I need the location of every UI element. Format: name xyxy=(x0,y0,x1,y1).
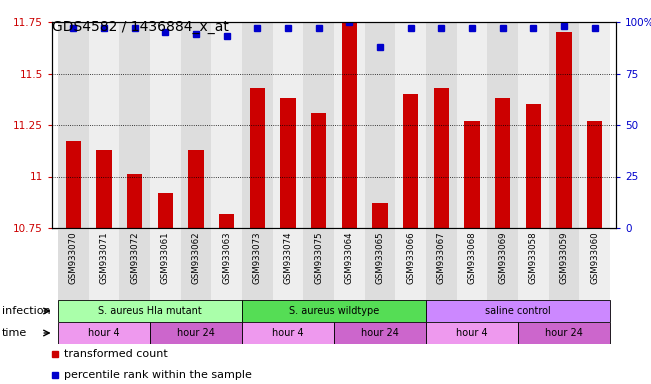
Bar xyxy=(273,228,303,300)
Bar xyxy=(242,323,334,344)
Bar xyxy=(487,228,518,300)
Text: hour 4: hour 4 xyxy=(456,328,488,338)
Bar xyxy=(495,98,510,228)
Bar xyxy=(549,22,579,228)
Text: percentile rank within the sample: percentile rank within the sample xyxy=(64,369,253,379)
Bar xyxy=(150,228,181,300)
Text: GSM933071: GSM933071 xyxy=(100,232,109,284)
Text: GSM933069: GSM933069 xyxy=(498,232,507,284)
Bar xyxy=(403,94,419,228)
Bar xyxy=(579,22,610,228)
Bar xyxy=(303,228,334,300)
Text: GSM933075: GSM933075 xyxy=(314,232,323,284)
Bar xyxy=(119,228,150,300)
Text: GSM933062: GSM933062 xyxy=(191,232,201,284)
Bar xyxy=(587,121,602,228)
Text: GSM933066: GSM933066 xyxy=(406,232,415,284)
Bar xyxy=(525,104,541,228)
Bar xyxy=(487,22,518,228)
Text: GSM933074: GSM933074 xyxy=(284,232,292,284)
Bar xyxy=(212,22,242,228)
Bar xyxy=(342,22,357,228)
Bar xyxy=(549,228,579,300)
Bar xyxy=(96,150,112,228)
Bar xyxy=(426,228,456,300)
Bar xyxy=(556,32,572,228)
Bar xyxy=(58,22,89,228)
Bar xyxy=(119,22,150,228)
Bar xyxy=(242,300,426,321)
Bar xyxy=(242,228,273,300)
Bar xyxy=(150,323,242,344)
Bar xyxy=(212,228,242,300)
Bar xyxy=(426,22,456,228)
Text: GSM933065: GSM933065 xyxy=(376,232,385,284)
Bar xyxy=(456,22,487,228)
Bar xyxy=(365,228,395,300)
Bar xyxy=(89,228,119,300)
Bar xyxy=(365,22,395,228)
Text: GSM933061: GSM933061 xyxy=(161,232,170,284)
Text: S. aureus wildtype: S. aureus wildtype xyxy=(289,306,379,316)
Bar xyxy=(518,323,610,344)
Bar xyxy=(58,228,89,300)
Bar xyxy=(89,22,119,228)
Bar xyxy=(579,228,610,300)
Bar xyxy=(281,98,296,228)
Text: infection: infection xyxy=(2,306,51,316)
Text: GSM933070: GSM933070 xyxy=(69,232,78,284)
Text: hour 24: hour 24 xyxy=(361,328,399,338)
Bar xyxy=(372,203,387,228)
Text: hour 24: hour 24 xyxy=(545,328,583,338)
Bar xyxy=(66,141,81,228)
Bar xyxy=(188,150,204,228)
Text: time: time xyxy=(2,328,27,338)
Bar xyxy=(334,22,365,228)
Text: GSM933068: GSM933068 xyxy=(467,232,477,284)
Text: hour 4: hour 4 xyxy=(272,328,304,338)
Bar xyxy=(303,22,334,228)
Text: GSM933073: GSM933073 xyxy=(253,232,262,284)
Bar xyxy=(219,214,234,228)
Bar xyxy=(181,228,212,300)
Bar xyxy=(181,22,212,228)
Text: GSM933058: GSM933058 xyxy=(529,232,538,284)
Text: GSM933060: GSM933060 xyxy=(590,232,599,284)
Bar xyxy=(395,22,426,228)
Text: GSM933072: GSM933072 xyxy=(130,232,139,284)
Bar xyxy=(127,174,143,228)
Bar xyxy=(150,22,181,228)
Bar xyxy=(311,113,326,228)
Text: GSM933064: GSM933064 xyxy=(345,232,354,284)
Bar xyxy=(395,228,426,300)
Text: GDS4582 / 1436884_x_at: GDS4582 / 1436884_x_at xyxy=(52,20,229,34)
Text: GSM933059: GSM933059 xyxy=(559,232,568,284)
Bar xyxy=(464,121,480,228)
Bar xyxy=(426,300,610,321)
Bar xyxy=(58,300,242,321)
Text: GSM933067: GSM933067 xyxy=(437,232,446,284)
Bar xyxy=(158,193,173,228)
Text: transformed count: transformed count xyxy=(64,349,168,359)
Bar xyxy=(518,228,549,300)
Bar xyxy=(250,88,265,228)
Text: saline control: saline control xyxy=(485,306,551,316)
Bar xyxy=(518,22,549,228)
Bar xyxy=(58,323,150,344)
Bar xyxy=(434,88,449,228)
Text: GSM933063: GSM933063 xyxy=(222,232,231,284)
Bar xyxy=(456,228,487,300)
Bar xyxy=(426,323,518,344)
Bar xyxy=(273,22,303,228)
Bar xyxy=(242,22,273,228)
Bar xyxy=(334,228,365,300)
Text: hour 4: hour 4 xyxy=(89,328,120,338)
Text: hour 24: hour 24 xyxy=(177,328,215,338)
Text: S. aureus Hla mutant: S. aureus Hla mutant xyxy=(98,306,202,316)
Bar xyxy=(334,323,426,344)
